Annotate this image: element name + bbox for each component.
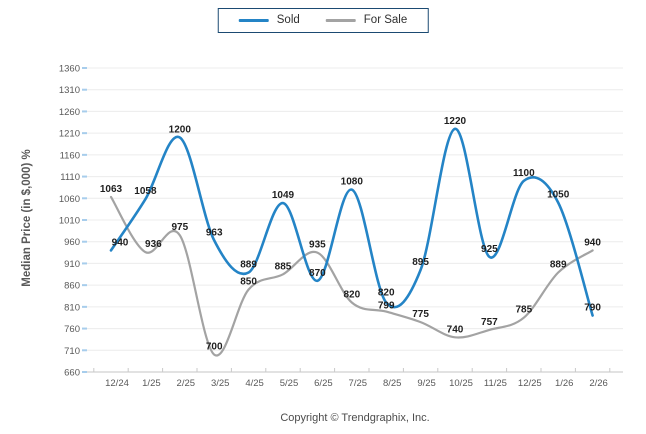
x-axis-tick-label: 1/26 xyxy=(555,378,574,389)
for-sale-data-label: 850 xyxy=(240,276,257,287)
x-axis-tick-label: 11/25 xyxy=(484,378,507,389)
for-sale-line-swatch xyxy=(325,18,356,22)
y-axis-tick-label: 1010 xyxy=(59,216,80,227)
x-axis-tick-label: 9/25 xyxy=(417,378,436,389)
for-sale-series-line xyxy=(109,195,594,357)
for-sale-data-label: 700 xyxy=(206,342,223,353)
x-axis-tick-label: 4/25 xyxy=(245,378,264,389)
for-sale-data-label: 1063 xyxy=(100,184,123,195)
sold-data-label: 790 xyxy=(584,303,601,314)
x-axis-tick-label: 5/25 xyxy=(280,378,299,389)
x-axis-tick-label: 6/25 xyxy=(314,378,333,389)
sold-data-label: 870 xyxy=(309,268,326,279)
sold-data-label: 1200 xyxy=(169,124,192,135)
legend-label-sold: Sold xyxy=(276,14,300,26)
legend-item-sold[interactable]: Sold xyxy=(238,14,300,26)
for-sale-data-label: 885 xyxy=(275,261,292,272)
y-axis-tick-label: 1260 xyxy=(59,107,80,118)
y-axis-tick-label: 1110 xyxy=(60,172,80,183)
y-axis-tick-label: 1310 xyxy=(59,85,80,96)
for-sale-data-label: 935 xyxy=(309,240,326,251)
y-axis-tick-label: 1360 xyxy=(59,64,80,75)
sold-data-label: 1050 xyxy=(547,190,570,201)
for-sale-data-label: 740 xyxy=(447,324,464,335)
x-axis-tick-label: 2/26 xyxy=(589,378,608,389)
y-axis-tick-label: 1210 xyxy=(59,129,80,140)
sold-data-label: 925 xyxy=(481,244,498,255)
y-axis-tick-label: 1160 xyxy=(60,150,80,161)
x-axis-tick-label: 7/25 xyxy=(349,378,368,389)
for-sale-data-label: 940 xyxy=(584,237,601,248)
x-axis-tick-label: 8/25 xyxy=(383,378,402,389)
sold-data-label: 940 xyxy=(112,237,129,248)
y-axis-tick-label: 810 xyxy=(64,302,80,313)
x-axis-tick-label: 2/25 xyxy=(177,378,196,389)
y-axis-title: Median Price (in $,000) % xyxy=(21,149,33,287)
for-sale-data-label: 757 xyxy=(481,317,498,328)
y-axis-tick-label: 1060 xyxy=(59,194,80,205)
sold-data-label: 1220 xyxy=(444,116,467,127)
y-axis-tick-label: 860 xyxy=(64,281,80,292)
chart-legend: Sold For Sale xyxy=(217,8,429,33)
for-sale-data-label: 799 xyxy=(378,301,395,312)
x-axis-tick-label: 3/25 xyxy=(211,378,230,389)
y-axis-tick-label: 760 xyxy=(64,324,80,335)
sold-data-label: 1080 xyxy=(341,177,364,188)
for-sale-data-label: 889 xyxy=(550,260,567,271)
for-sale-data-label: 785 xyxy=(515,305,532,316)
copyright-text: Copyright © Trendgraphix, Inc. xyxy=(280,412,430,424)
legend-item-for-sale[interactable]: For Sale xyxy=(325,14,408,26)
legend-label-for-sale: For Sale xyxy=(363,14,408,26)
sold-data-label: 1058 xyxy=(134,186,157,197)
sold-data-label: 1049 xyxy=(272,190,295,201)
y-axis-tick-label: 710 xyxy=(64,346,80,357)
x-axis-tick-label: 1/25 xyxy=(142,378,161,389)
for-sale-data-label: 936 xyxy=(145,239,162,250)
sold-line-swatch xyxy=(238,18,269,22)
x-axis-tick-label: 12/24 xyxy=(105,378,129,389)
x-axis-tick-label: 10/25 xyxy=(449,378,473,389)
y-axis-tick-label: 910 xyxy=(64,259,80,270)
for-sale-data-label: 775 xyxy=(412,309,429,320)
y-axis-tick-label: 660 xyxy=(64,368,80,379)
sold-data-label: 820 xyxy=(378,288,395,299)
sold-series-line xyxy=(109,127,594,317)
for-sale-data-label: 975 xyxy=(171,222,188,233)
sold-data-label: 895 xyxy=(412,257,429,268)
x-axis-tick-label: 12/25 xyxy=(518,378,542,389)
sold-data-label: 1100 xyxy=(513,168,535,179)
y-axis-tick-label: 960 xyxy=(64,237,80,248)
sold-data-label: 963 xyxy=(206,227,223,238)
sold-data-label: 889 xyxy=(240,260,257,271)
for-sale-data-label: 820 xyxy=(343,290,360,301)
